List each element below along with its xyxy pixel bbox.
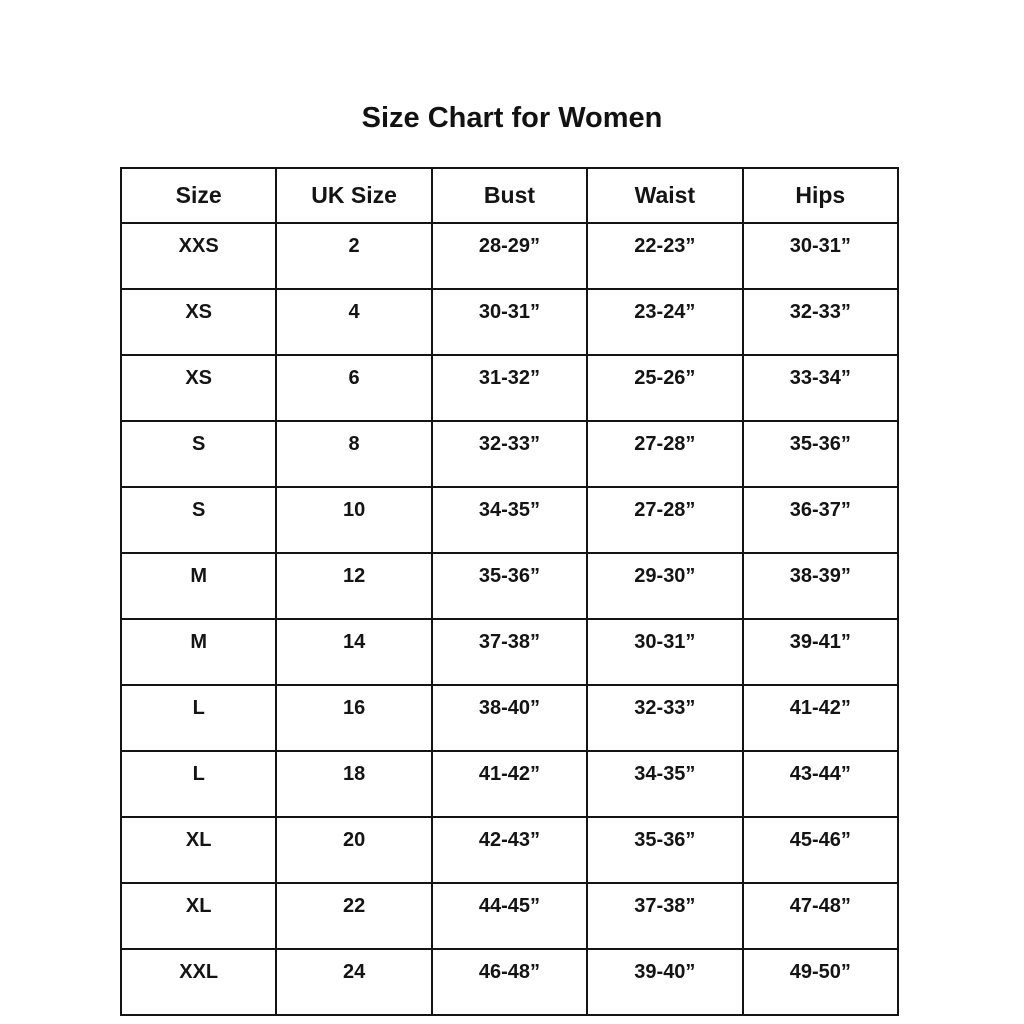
cell-bust: 44-45”: [430, 882, 589, 950]
cell-uk-size: 2: [275, 222, 433, 290]
header-waist: Waist: [586, 167, 744, 224]
table-row: L 18 41-42” 34-35” 43-44”: [119, 750, 900, 818]
table-row: M 14 37-38” 30-31” 39-41”: [119, 618, 900, 686]
cell-waist: 27-28”: [586, 486, 744, 554]
cell-waist: 29-30”: [586, 552, 744, 620]
cell-uk-size: 12: [275, 552, 433, 620]
cell-size: XL: [119, 882, 278, 950]
cell-waist: 27-28”: [586, 420, 744, 488]
cell-uk-size: 22: [275, 882, 433, 950]
cell-waist: 25-26”: [586, 354, 744, 422]
cell-bust: 46-48”: [430, 948, 589, 1016]
cell-hips: 43-44”: [741, 750, 900, 818]
cell-uk-size: 14: [275, 618, 433, 686]
cell-size: S: [119, 420, 278, 488]
table-row: XL 22 44-45” 37-38” 47-48”: [119, 882, 900, 950]
cell-uk-size: 4: [275, 288, 433, 356]
cell-bust: 28-29”: [430, 222, 589, 290]
cell-size: L: [119, 684, 278, 752]
cell-bust: 41-42”: [430, 750, 589, 818]
cell-uk-size: 16: [275, 684, 433, 752]
cell-hips: 36-37”: [741, 486, 900, 554]
cell-uk-size: 8: [275, 420, 433, 488]
cell-size: M: [119, 618, 278, 686]
table-row: XS 6 31-32” 25-26” 33-34”: [119, 354, 900, 422]
size-chart-table: Size UK Size Bust Waist Hips XXS 2 28-29” 2…: [119, 167, 900, 1016]
cell-size: M: [119, 552, 278, 620]
cell-hips: 41-42”: [741, 684, 900, 752]
cell-hips: 35-36”: [741, 420, 900, 488]
page-title: Size Chart for Women: [361, 102, 663, 134]
cell-size: L: [119, 750, 278, 818]
cell-size: XXL: [119, 948, 278, 1016]
header-size: Size: [119, 167, 278, 224]
cell-bust: 42-43”: [430, 816, 589, 884]
cell-hips: 47-48”: [741, 882, 900, 950]
header-uk-size: UK Size: [275, 167, 433, 224]
cell-uk-size: 6: [275, 354, 433, 422]
table-row: S 8 32-33” 27-28” 35-36”: [119, 420, 900, 488]
table-row: XL 20 42-43” 35-36” 45-46”: [119, 816, 900, 884]
cell-uk-size: 24: [275, 948, 433, 1016]
cell-size: XL: [119, 816, 278, 884]
cell-size: S: [119, 486, 278, 554]
cell-bust: 31-32”: [430, 354, 589, 422]
table-row: XXS 2 28-29” 22-23” 30-31”: [119, 222, 900, 290]
cell-waist: 30-31”: [586, 618, 744, 686]
cell-hips: 45-46”: [741, 816, 900, 884]
cell-uk-size: 20: [275, 816, 433, 884]
header-hips: Hips: [741, 167, 900, 224]
cell-hips: 38-39”: [741, 552, 900, 620]
size-chart-header: Size UK Size Bust Waist Hips: [119, 167, 900, 224]
cell-hips: 49-50”: [741, 948, 900, 1016]
cell-size: XXS: [119, 222, 278, 290]
cell-hips: 30-31”: [741, 222, 900, 290]
cell-uk-size: 10: [275, 486, 433, 554]
cell-waist: 23-24”: [586, 288, 744, 356]
size-chart-rows: XXS 2 28-29” 22-23” 30-31” XS 4 30-31” 23-24” 32-…: [119, 222, 900, 1016]
table-row: M 12 35-36” 29-30” 38-39”: [119, 552, 900, 620]
cell-bust: 34-35”: [430, 486, 589, 554]
cell-hips: 32-33”: [741, 288, 900, 356]
cell-bust: 32-33”: [430, 420, 589, 488]
cell-hips: 39-41”: [741, 618, 900, 686]
cell-uk-size: 18: [275, 750, 433, 818]
cell-bust: 30-31”: [430, 288, 589, 356]
cell-bust: 35-36”: [430, 552, 589, 620]
cell-bust: 38-40”: [430, 684, 589, 752]
cell-size: XS: [119, 288, 278, 356]
cell-size: XS: [119, 354, 278, 422]
header-row: Size UK Size Bust Waist Hips: [119, 167, 900, 224]
table-row: XS 4 30-31” 23-24” 32-33”: [119, 288, 900, 356]
header-bust: Bust: [430, 167, 589, 224]
cell-waist: 35-36”: [586, 816, 744, 884]
cell-bust: 37-38”: [430, 618, 589, 686]
table-row: XXL 24 46-48” 39-40” 49-50”: [119, 948, 900, 1016]
cell-waist: 34-35”: [586, 750, 744, 818]
cell-hips: 33-34”: [741, 354, 900, 422]
table-row: S 10 34-35” 27-28” 36-37”: [119, 486, 900, 554]
cell-waist: 37-38”: [586, 882, 744, 950]
cell-waist: 39-40”: [586, 948, 744, 1016]
table-row: L 16 38-40” 32-33” 41-42”: [119, 684, 900, 752]
cell-waist: 32-33”: [586, 684, 744, 752]
cell-waist: 22-23”: [586, 222, 744, 290]
